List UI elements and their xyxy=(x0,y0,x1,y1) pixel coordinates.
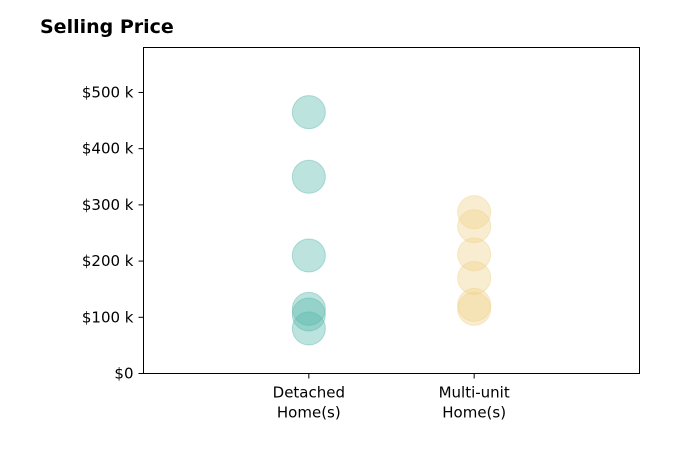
y-tick-label: $100 k xyxy=(82,308,134,326)
chart-title: Selling Price xyxy=(40,16,174,38)
data-point xyxy=(291,311,326,346)
data-point xyxy=(457,291,492,326)
data-point xyxy=(457,209,492,244)
x-tick-label: Detached Home(s) xyxy=(273,384,345,422)
data-point xyxy=(291,95,326,130)
y-tick-label: $200 k xyxy=(82,252,134,270)
x-axis: Detached Home(s) Multi-unit Home(s) xyxy=(273,373,510,422)
data-point xyxy=(291,291,326,326)
data-point xyxy=(457,195,492,230)
y-tick-label: $0 xyxy=(114,365,133,383)
plot-frame xyxy=(143,47,640,374)
data-point xyxy=(457,287,492,322)
data-points xyxy=(291,95,492,346)
data-point xyxy=(291,159,326,194)
y-axis: $0 $100 k $200 k $300 k $400 k $500 k xyxy=(82,83,144,383)
y-tick-label: $500 k xyxy=(82,83,134,101)
y-tick-label: $300 k xyxy=(82,196,134,214)
x-tick-label: Multi-unit Home(s) xyxy=(439,384,510,422)
data-point xyxy=(291,297,326,332)
data-point xyxy=(457,260,492,295)
data-point xyxy=(457,237,492,272)
data-point xyxy=(291,238,326,273)
y-tick-label: $400 k xyxy=(82,140,134,158)
